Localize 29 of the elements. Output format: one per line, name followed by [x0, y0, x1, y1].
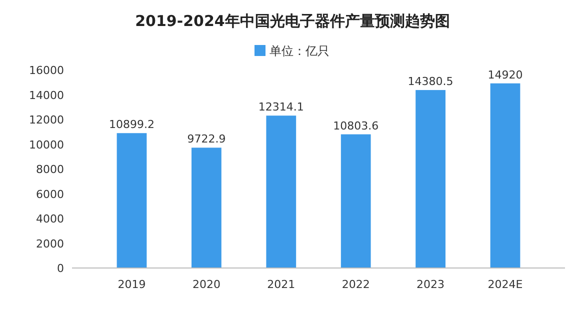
x-tick-label: 2024E	[488, 278, 523, 291]
y-tick-label: 6000	[36, 188, 64, 201]
bar	[266, 116, 296, 268]
legend-label: 单位：亿只	[270, 44, 330, 58]
y-tick-label: 10000	[29, 138, 64, 152]
data-label: 14380.5	[408, 75, 454, 88]
chart-title: 2019-2024年中国光电子器件产量预测趋势图	[135, 12, 450, 30]
bar	[116, 133, 147, 268]
data-label: 9722.9	[187, 132, 226, 146]
y-tick-label: 2000	[36, 237, 64, 250]
data-label: 10803.6	[333, 119, 379, 132]
y-tick-label: 12000	[29, 114, 64, 126]
x-tick-label: 2019	[118, 278, 146, 291]
x-tick-label: 2022	[342, 278, 370, 291]
y-tick-label: 16000	[29, 64, 64, 77]
y-tick-label: 0	[57, 262, 64, 275]
x-tick-label: 2023	[416, 278, 445, 291]
bar	[192, 148, 222, 268]
data-label: 14920	[488, 68, 523, 82]
y-tick-label: 8000	[36, 163, 64, 176]
bar	[416, 90, 446, 268]
data-label: 12314.1	[258, 100, 304, 114]
x-tick-label: 2020	[192, 278, 220, 291]
bar	[490, 83, 520, 268]
data-label: 10899.2	[109, 118, 155, 132]
y-tick-label: 14000	[29, 88, 64, 102]
bar	[340, 134, 371, 268]
x-tick-label: 2021	[267, 278, 296, 291]
y-tick-label: 4000	[36, 212, 64, 226]
